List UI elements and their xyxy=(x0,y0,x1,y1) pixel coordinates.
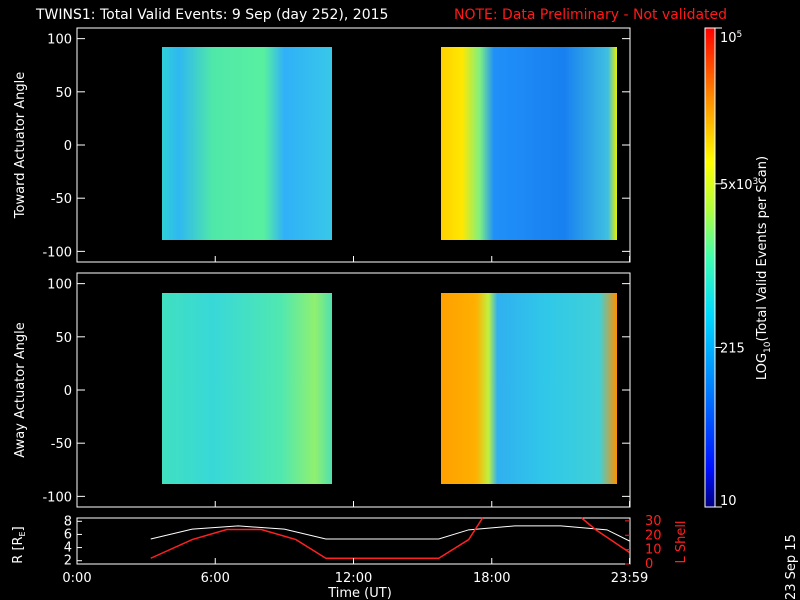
x-tick-label: 18:00 xyxy=(473,571,510,586)
x-tick-label: 6:00 xyxy=(201,571,230,586)
colorbar-scale xyxy=(704,27,716,508)
heatmap-block xyxy=(162,293,332,484)
date-stamp: 23 Sep 15 xyxy=(784,534,799,600)
x-tick-label: 0:00 xyxy=(62,571,91,586)
y-tick-label: 100 xyxy=(47,33,72,48)
y-tick-label: 0 xyxy=(64,139,72,154)
colorbar: 105 5x103 215 10 LOG10(Total Valid Events p… xyxy=(704,27,773,509)
colorbar-tick-label: 105 xyxy=(720,30,742,46)
panel-away: 100 50 0 -50 -100 Away Actuator Angle xyxy=(13,272,631,508)
orbit-left-tick-label: 8 xyxy=(64,514,72,529)
x-tick-label: 23:59 xyxy=(611,571,648,586)
orbit-left-tick-label: 6 xyxy=(64,527,72,542)
orbit-right-axis-label: L Shell xyxy=(674,520,689,563)
y-tick-label: -50 xyxy=(51,192,72,207)
y-axis-label: Toward Actuator Angle xyxy=(13,72,28,219)
orbit-lshell-line xyxy=(581,517,630,554)
colorbar-tick-label: 215 xyxy=(720,341,745,356)
x-axis-label: Time (UT) xyxy=(327,586,392,600)
x-axis: 0:00 6:00 12:00 18:00 23:59 xyxy=(62,256,648,586)
colorbar-tick-label: 10 xyxy=(720,494,737,509)
y-tick-label: -100 xyxy=(42,490,72,505)
orbit-left-axis-label: R [RE] xyxy=(11,526,27,563)
heatmap-block xyxy=(441,293,617,484)
orbit-left-tick-label: 4 xyxy=(64,541,72,556)
chart-note: NOTE: Data Preliminary - Not validated xyxy=(454,7,728,23)
colorbar-label: LOG10(Total Valid Events per Scan) xyxy=(755,156,773,380)
orbit-right-tick-label: 30 xyxy=(645,514,662,529)
orbit-right-tick-label: 0 xyxy=(645,557,653,572)
orbit-left-tick-label: 2 xyxy=(64,554,72,569)
heatmap-block xyxy=(441,47,617,240)
orbit-right-tick-label: 10 xyxy=(645,543,662,558)
y-tick-label: -50 xyxy=(51,437,72,452)
heatmap-block xyxy=(162,47,332,240)
panel-toward: 100 50 0 -50 -100 Toward Actuator Angle xyxy=(13,27,631,263)
x-tick-label: 12:00 xyxy=(335,571,372,586)
y-axis-label: Away Actuator Angle xyxy=(13,322,28,457)
chart-title-bar: TWINS1: Total Valid Events: 9 Sep (day 2… xyxy=(0,2,800,24)
colorbar-tick-label: 5x103 xyxy=(720,177,758,193)
chart-title: TWINS1: Total Valid Events: 9 Sep (day 2… xyxy=(36,7,389,23)
orbit-r-line xyxy=(150,525,630,542)
y-tick-label: 50 xyxy=(55,86,72,101)
orbit-lshell-line xyxy=(150,517,484,559)
y-tick-label: 0 xyxy=(64,384,72,399)
y-tick-label: 50 xyxy=(55,331,72,346)
orbit-panel-frame xyxy=(76,517,631,565)
orbit-right-tick-label: 20 xyxy=(645,528,662,543)
y-tick-label: -100 xyxy=(42,245,72,260)
y-tick-label: 100 xyxy=(47,278,72,293)
